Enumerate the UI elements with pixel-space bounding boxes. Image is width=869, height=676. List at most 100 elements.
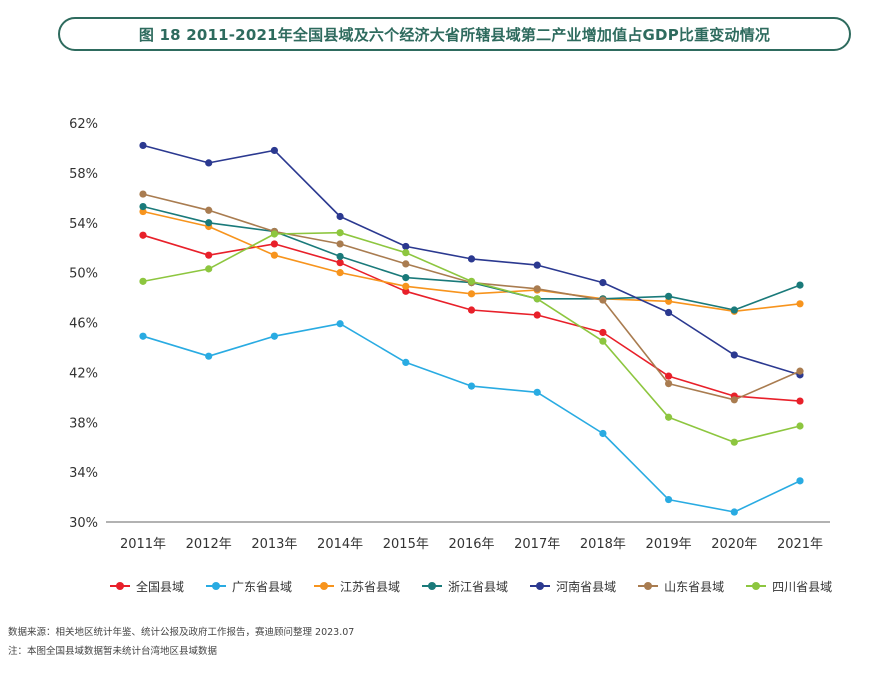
footnote: 注：本图全国县域数据暂未统计台湾地区县域数据 <box>8 646 218 657</box>
data-point <box>336 240 344 248</box>
data-point <box>467 277 476 285</box>
data-point <box>139 207 147 216</box>
legend-item: 广东省县域 <box>206 578 292 595</box>
data-point <box>730 438 738 446</box>
data-point <box>665 297 673 305</box>
series-line <box>142 231 801 444</box>
data-point <box>533 285 541 293</box>
x-tick-label: 2020年 <box>711 537 757 552</box>
data-point <box>599 328 607 337</box>
data-point <box>599 296 607 304</box>
x-tick-label: 2019年 <box>646 537 692 552</box>
data-point <box>665 413 673 421</box>
series-line <box>142 322 801 513</box>
legend-item: 江苏省县域 <box>314 578 400 595</box>
data-point <box>139 190 147 198</box>
legend-marker <box>206 580 227 592</box>
data-point <box>205 206 213 214</box>
data-point <box>599 279 607 287</box>
x-tick-label: 2011年 <box>120 537 166 552</box>
legend-marker <box>314 580 335 592</box>
data-point <box>270 240 278 248</box>
data-point <box>402 242 410 251</box>
y-tick-label: 30% <box>69 516 98 531</box>
x-tick-label: 2017年 <box>514 537 560 552</box>
chart-legend: 全国县域 广东省县域 江苏省县域 浙江省县域 河南省县域 山东省县域 四川省县域 <box>110 577 854 595</box>
data-point <box>599 429 607 438</box>
data-point <box>139 141 147 150</box>
data-point <box>665 495 673 504</box>
data-point <box>402 358 410 366</box>
data-point <box>336 212 344 221</box>
data-point <box>467 290 476 298</box>
data-point <box>205 159 213 167</box>
legend-label: 浙江省县域 <box>448 579 509 594</box>
data-point <box>467 255 476 263</box>
legend-marker <box>530 580 551 592</box>
legend-item: 浙江省县域 <box>422 578 508 595</box>
data-point <box>402 260 410 268</box>
legend-item: 河南省县域 <box>530 578 616 595</box>
data-point <box>205 352 213 360</box>
data-point <box>730 396 738 404</box>
data-point <box>402 249 410 257</box>
data-point <box>796 422 804 430</box>
data-point <box>139 231 147 239</box>
data-point <box>467 306 476 314</box>
data-point <box>665 292 673 300</box>
data-point <box>139 277 147 285</box>
data-point <box>730 508 738 516</box>
y-tick-label: 34% <box>69 466 98 481</box>
data-point <box>270 251 278 259</box>
legend-item: 四川省县域 <box>746 578 832 595</box>
data-point <box>402 287 410 295</box>
y-tick-label: 46% <box>69 317 98 332</box>
data-point <box>533 261 541 269</box>
data-point <box>730 351 738 359</box>
data-point <box>796 477 804 485</box>
data-point <box>336 259 344 267</box>
y-tick-label: 54% <box>69 217 98 232</box>
data-point <box>270 146 278 155</box>
data-source-note: 数据来源：相关地区统计年鉴、统计公报及政府工作报告，赛迪顾问整理 2023.07 <box>8 627 355 638</box>
x-tick-label: 2013年 <box>251 537 297 552</box>
data-point <box>402 282 410 290</box>
x-tick-label: 2016年 <box>448 537 494 552</box>
data-point <box>336 229 344 237</box>
data-point <box>665 372 673 380</box>
data-point <box>730 306 738 314</box>
chart-title: 图 18 2011-2021年全国县域及六个经济大省所辖县域第二产业增加值占GD… <box>138 25 771 44</box>
y-tick-label: 62% <box>69 117 98 132</box>
data-point <box>402 274 410 282</box>
data-point <box>796 300 804 308</box>
data-point <box>336 269 344 277</box>
legend-label: 广东省县域 <box>232 579 293 594</box>
data-point <box>139 202 147 211</box>
y-tick-label: 58% <box>69 167 98 182</box>
legend-label: 河南省县域 <box>556 579 617 594</box>
legend-marker <box>110 580 130 592</box>
y-tick-label: 38% <box>69 416 98 431</box>
legend-label: 江苏省县域 <box>340 579 401 594</box>
x-tick-label: 2012年 <box>186 537 232 552</box>
data-point <box>336 252 344 261</box>
data-point <box>533 295 541 303</box>
legend-item: 山东省县域 <box>638 578 724 595</box>
legend-marker <box>638 580 659 592</box>
data-point <box>599 337 607 345</box>
y-tick-label: 50% <box>69 267 98 282</box>
x-tick-label: 2018年 <box>580 537 626 552</box>
data-point <box>533 311 541 319</box>
data-point <box>139 332 147 340</box>
y-tick-label: 42% <box>69 366 98 381</box>
legend-marker <box>746 580 767 592</box>
data-point <box>205 219 213 227</box>
data-point <box>796 367 804 375</box>
x-tick-label: 2021年 <box>777 537 823 552</box>
legend-marker <box>422 580 443 592</box>
data-point <box>205 265 213 273</box>
data-point <box>796 281 804 289</box>
chart-title-box: 图 18 2011-2021年全国县域及六个经济大省所辖县域第二产业增加值占GD… <box>58 17 851 51</box>
x-tick-label: 2014年 <box>317 537 363 552</box>
